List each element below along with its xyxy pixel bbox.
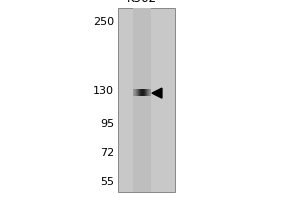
Bar <box>143 89 144 96</box>
Bar <box>138 89 139 96</box>
Bar <box>136 89 137 96</box>
Bar <box>118 8 175 192</box>
Bar <box>145 89 146 96</box>
Bar <box>141 89 142 96</box>
Polygon shape <box>152 88 162 98</box>
Bar <box>139 89 140 96</box>
Text: 130: 130 <box>93 86 114 96</box>
Bar <box>137 89 138 96</box>
Bar <box>135 89 136 96</box>
Bar <box>150 89 151 96</box>
Bar <box>140 89 141 96</box>
Bar <box>149 89 150 96</box>
Bar <box>147 89 148 96</box>
Bar <box>134 89 135 96</box>
Bar <box>133 8 151 192</box>
Text: 250: 250 <box>93 17 114 27</box>
Bar <box>142 89 143 96</box>
Text: 55: 55 <box>100 177 114 187</box>
Bar <box>144 89 145 96</box>
Bar <box>148 89 149 96</box>
Text: K562: K562 <box>127 0 157 5</box>
Bar <box>133 89 134 96</box>
Text: 72: 72 <box>100 148 114 158</box>
Text: 95: 95 <box>100 119 114 129</box>
Bar <box>146 89 147 96</box>
